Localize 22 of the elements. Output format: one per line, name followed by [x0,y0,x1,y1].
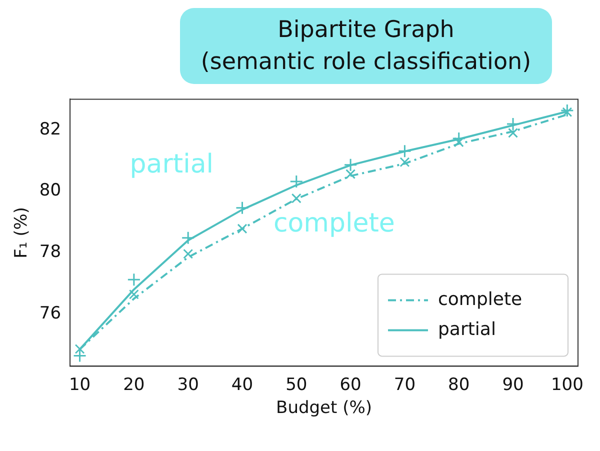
x-tick-label: 70 [394,374,416,395]
legend-label: partial [438,318,496,340]
x-tick-label: 20 [123,374,145,395]
x-tick-label: 50 [286,374,308,395]
y-tick-label: 76 [39,303,62,324]
x-tick-label: 100 [550,374,584,395]
y-tick-label: 80 [39,180,62,201]
x-axis-title: Budget (%) [276,398,372,418]
y-axis-title: F₁ (%) [12,206,32,258]
x-tick-label: 10 [68,374,91,395]
x-tick-label: 40 [231,374,254,395]
x-tick-label: 90 [502,374,524,395]
chart-title: Bipartite Graph [276,16,456,45]
x-tick-label: 30 [177,374,199,395]
chart-subtitle: (semantic role classification) [200,48,532,77]
x-tick-label: 80 [448,374,470,395]
y-tick-label: 78 [39,242,62,262]
annotation: partial [130,150,214,180]
annotation: complete [273,208,395,238]
y-tick-label: 82 [39,119,62,140]
x-tick-label: 60 [340,374,362,395]
legend-label: complete [438,288,522,310]
